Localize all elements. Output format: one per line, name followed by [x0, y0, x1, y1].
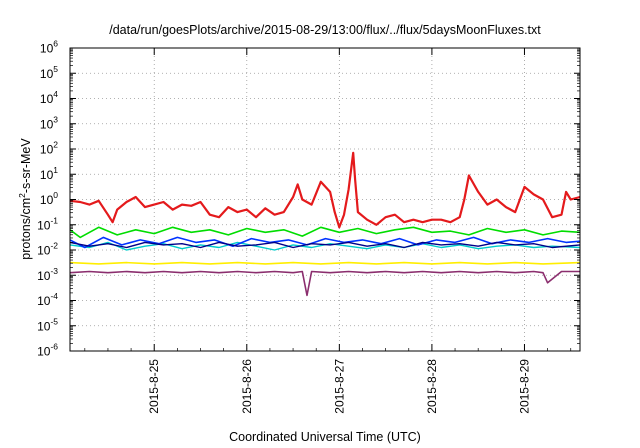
y-tick-label: 103	[40, 114, 58, 131]
y-tick-label: 101	[40, 165, 58, 182]
x-tick-label: 2015-8-26	[240, 359, 254, 414]
y-tick-label: 10-5	[37, 316, 58, 333]
y-tick-label: 104	[40, 89, 58, 106]
y-axis-label-main: protons/cm	[19, 198, 33, 260]
y-tick-label: 10-1	[37, 215, 58, 232]
series-line-5	[69, 261, 581, 265]
y-tick-label: 105	[40, 64, 58, 81]
series-group	[69, 151, 581, 297]
chart-title: /data/run/goesPlots/archive/2015-08-29/1…	[109, 23, 541, 37]
series-line-4	[69, 241, 581, 249]
series-line-6	[69, 270, 580, 297]
x-axis: 2015-8-25 2015-8-26 2015-8-27 2015-8-28 2015…	[84, 48, 572, 414]
y-tick-label: 10-6	[37, 342, 58, 359]
x-tick-label: 2015-8-29	[517, 359, 531, 414]
y-axis-label-rest: -s-sr-MeV	[19, 138, 33, 194]
y-axis: 10-6 10-5 10-4 10-3 10-2 10-1 100 101 102 103 104 1…	[37, 39, 580, 359]
x-tick-label: 2015-8-28	[425, 359, 439, 414]
y-tick-label: 10-4	[37, 291, 58, 308]
series-line-2	[69, 241, 581, 251]
y-tick-label: 106	[40, 39, 58, 56]
y-axis-label-sup: 2	[17, 193, 27, 198]
x-tick-label: 2015-8-25	[147, 359, 161, 414]
y-tick-label: 100	[40, 190, 58, 207]
series-line-1	[69, 226, 581, 239]
grid	[70, 48, 580, 351]
x-tick-label: 2015-8-27	[332, 359, 346, 414]
series-line-0	[69, 151, 581, 229]
y-axis-label: protons/cm2-s-sr-MeV	[17, 138, 33, 260]
y-tick-label: 102	[40, 140, 58, 157]
y-tick-label: 10-3	[37, 266, 58, 283]
x-axis-label: Coordinated Universal Time (UTC)	[229, 430, 421, 444]
y-tick-label: 10-2	[37, 241, 58, 258]
